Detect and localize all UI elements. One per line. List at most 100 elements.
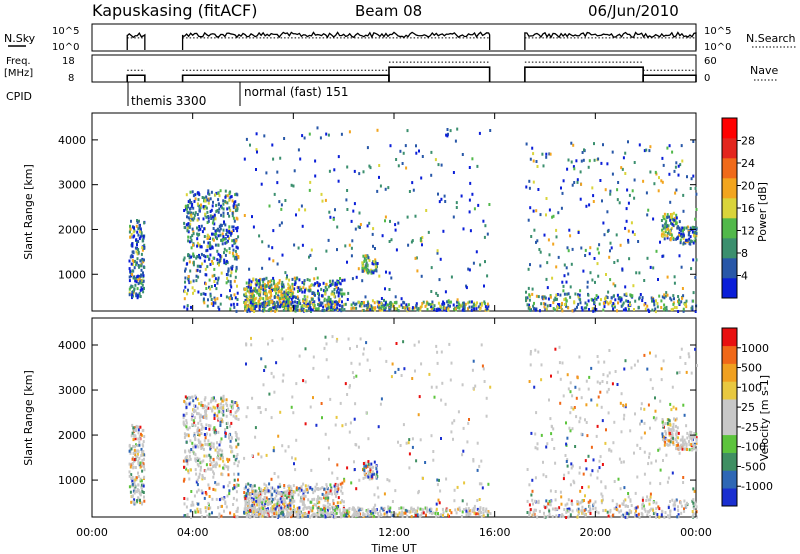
power-scatter-cell: [445, 309, 448, 312]
power-scatter-cell: [211, 246, 214, 250]
velocity-scatter-cell: [554, 490, 557, 493]
power-scatter-cell: [141, 283, 144, 287]
velocity-scatter-cell: [232, 400, 235, 404]
power-scatter-cell: [483, 235, 486, 239]
power-scatter-cell: [224, 195, 227, 199]
velocity-scatter-cell: [668, 443, 671, 447]
velocity-scatter-cell: [205, 416, 208, 420]
velocity-scatter-cell: [321, 416, 323, 420]
power-scatter-cell: [688, 229, 691, 232]
power-scatter-cell: [381, 234, 384, 238]
power-scatter-cell: [420, 274, 423, 278]
power-scatter-cell: [327, 285, 330, 289]
power-scatter-cell: [308, 132, 311, 136]
velocity-scatter-cell: [379, 509, 382, 513]
velocity-scatter-cell: [606, 374, 609, 378]
power-scatter-cell: [488, 203, 491, 206]
power-scatter-cell: [186, 304, 189, 308]
power-scatter-cell: [228, 206, 231, 210]
power-scatter-cell: [468, 300, 471, 304]
power-scatter-cell: [243, 157, 246, 161]
velocity-scatter-cell: [565, 510, 568, 514]
velocity-scatter-cell: [331, 511, 334, 515]
power-scatter-cell: [232, 238, 235, 242]
power-scatter-cell: [336, 248, 338, 252]
velocity-scatter-cell: [681, 447, 684, 451]
velocity-scatter-cell: [143, 499, 146, 503]
power-scatter-cell: [265, 284, 268, 288]
power-scatter-cell: [612, 282, 615, 286]
power-scatter-cell: [664, 225, 667, 229]
power-scatter-cell: [596, 262, 599, 266]
velocity-scatter-cell: [405, 441, 408, 445]
velocity-scatter-cell: [288, 514, 291, 518]
velocity-scatter-cell: [386, 510, 388, 514]
velocity-scatter-cell: [356, 344, 358, 348]
power-scatter-cell: [343, 303, 346, 307]
velocity-scatter-cell: [332, 506, 335, 510]
velocity-scatter-cell: [271, 507, 274, 511]
velocity-scatter-cell: [403, 511, 406, 515]
power-scatter-cell: [567, 272, 570, 276]
power-scatter-cell: [660, 299, 663, 303]
velocity-scatter-cell: [603, 360, 606, 364]
power-scatter-cell: [534, 308, 537, 312]
velocity-scatter-cell: [436, 361, 439, 365]
power-scatter-cell: [305, 299, 308, 303]
power-scatter-cell: [408, 307, 411, 311]
velocity-scatter-cell: [197, 412, 200, 416]
velocity-scatter-cell: [585, 467, 588, 471]
power-scatter-cell: [193, 199, 196, 203]
power-scatter-cell: [140, 258, 143, 262]
velocity-scatter-cell: [634, 515, 637, 518]
velocity-scatter-cell: [390, 512, 393, 516]
velocity-scatter-cell: [325, 493, 328, 497]
power-scatter-cell: [456, 305, 459, 309]
power-scatter-cell: [311, 291, 314, 295]
power-scatter-cell: [210, 190, 213, 194]
power-scatter-cell: [278, 281, 281, 285]
power-scatter-cell: [220, 271, 223, 275]
velocity-scatter-cell: [452, 437, 454, 441]
power-scatter-cell: [190, 211, 192, 215]
velocity-scatter-cell: [203, 454, 206, 458]
power-scatter-cell: [364, 265, 367, 269]
power-scatter-cell: [197, 275, 200, 279]
power-scatter-cell: [394, 223, 397, 227]
velocity-scatter-cell: [343, 479, 346, 483]
velocity-scatter-cell: [191, 441, 194, 445]
power-scatter-cell: [280, 297, 283, 301]
velocity-scatter-cell: [220, 402, 222, 406]
velocity-scatter-cell: [333, 490, 336, 493]
velocity-scatter-cell: [664, 511, 667, 515]
velocity-scatter-cell: [295, 382, 298, 386]
power-scatter-cell: [590, 297, 593, 301]
power-scatter-cell: [404, 144, 407, 148]
velocity-scatter-cell: [221, 473, 224, 477]
power-scatter-cell: [609, 301, 612, 305]
power-scatter-cell: [545, 152, 548, 156]
velocity-scatter-cell: [254, 426, 257, 430]
velocity-scatter-cell: [422, 476, 424, 480]
nsky-line-0: [126, 32, 146, 50]
velocity-scatter-cell: [677, 509, 680, 513]
velocity-scatter-cell: [251, 500, 254, 504]
power-scatter-cell: [552, 214, 555, 218]
power-scatter-cell: [660, 219, 663, 222]
power-scatter-cell: [455, 206, 458, 209]
velocity-scatter-cell: [441, 381, 444, 385]
power-scatter-cell: [525, 296, 527, 300]
power-scatter-cell: [545, 213, 547, 217]
velocity-scatter-cell: [216, 446, 219, 450]
velocity-scatter-cell: [597, 511, 600, 515]
power-scatter-cell: [541, 295, 544, 299]
velocity-scatter-cell: [184, 514, 187, 517]
power-scatter-cell: [206, 210, 209, 214]
velocity-scatter-cell: [298, 489, 301, 493]
velocity-scatter-cell: [627, 495, 630, 499]
power-scatter-cell: [437, 308, 440, 312]
velocity-scatter-cell: [695, 510, 698, 514]
power-scatter-cell: [235, 255, 238, 259]
power-scatter-cell: [340, 288, 343, 292]
power-scatter-cell: [232, 229, 235, 232]
